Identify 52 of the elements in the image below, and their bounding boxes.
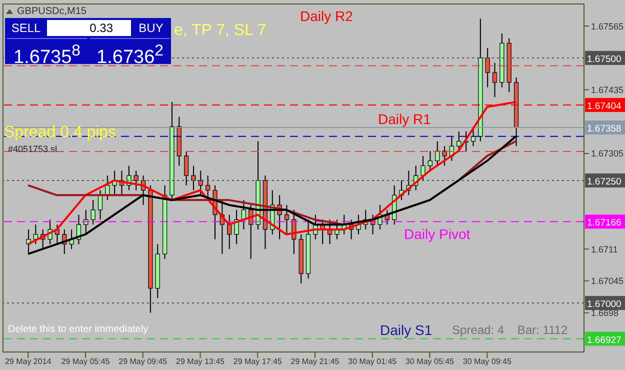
x-tick-label: 29 May 17:45 <box>233 357 282 366</box>
x-tick-label: 29 May 13:45 <box>176 357 226 366</box>
y-tick-label: 1.67565 <box>591 21 624 32</box>
annotation: 0.33 <box>47 20 131 36</box>
annotation: Daily Pivot <box>404 226 470 242</box>
candlestick <box>442 146 447 166</box>
ref-line-label: 1.67166 <box>587 218 622 229</box>
annotation: 1.6736$^{2}$ <box>96 43 164 68</box>
candlestick <box>98 190 103 220</box>
candlestick <box>134 170 138 191</box>
annotation: BUY <box>138 20 164 37</box>
candlestick <box>492 62 498 98</box>
annotation: Daily R1 <box>378 111 431 127</box>
candlestick <box>420 155 426 181</box>
annotation: Delete this to enter immediately <box>8 324 148 335</box>
x-tick-label: 29 May 09:45 <box>118 357 168 366</box>
ref-line-label: 1.67250 <box>587 176 622 188</box>
annotation: SELL <box>10 20 42 37</box>
x-tick-label: 30 May 09:45 <box>462 357 512 366</box>
y-tick-label: 1.6711 <box>591 244 618 254</box>
y-tick-label: 1.67305 <box>591 148 624 159</box>
x-tick-label: 30 May 01:45 <box>348 357 398 366</box>
annotation: Daily S1 <box>380 322 432 338</box>
ref-line-label: 1.67000 <box>587 298 622 310</box>
candlestick <box>485 48 490 88</box>
candlestick <box>435 140 440 166</box>
ref-line-label: 1.67500 <box>587 54 622 65</box>
y-tick-label: 1.67045 <box>591 276 624 286</box>
candlestick <box>33 224 38 245</box>
candlestick <box>184 150 189 186</box>
annotation: e, TP 7, SL 7 <box>174 22 266 40</box>
chart-title: GBPUSDc,M15 <box>16 6 86 17</box>
annotation: 1.6735$^{8}$ <box>14 43 80 68</box>
ref-line-label: 1.67358 <box>587 124 622 135</box>
ref-line-label: 1.67404 <box>587 100 622 112</box>
candlestick <box>198 170 203 196</box>
candlestick <box>428 150 432 172</box>
x-tick-label: 29 May 21:45 <box>290 357 340 366</box>
annotation: Spread: 4 Bar: 1112 <box>452 323 568 337</box>
candlestick <box>90 200 96 226</box>
x-tick-label: 30 May 05:45 <box>406 357 455 366</box>
ref-line-label: 1.66927 <box>587 334 622 346</box>
candlestick <box>234 209 239 245</box>
candlestick <box>284 204 290 235</box>
y-tick-label: 1.67435 <box>591 84 624 95</box>
candlestick <box>456 130 462 152</box>
y-tick-label: 1.6698 <box>591 308 619 318</box>
annotation: Daily R2 <box>300 8 353 24</box>
x-tick-label: 29 May 2014 <box>4 357 52 366</box>
candlestick <box>191 165 196 191</box>
candlestick <box>356 214 361 235</box>
x-tick-label: 29 May 05:45 <box>61 357 110 366</box>
